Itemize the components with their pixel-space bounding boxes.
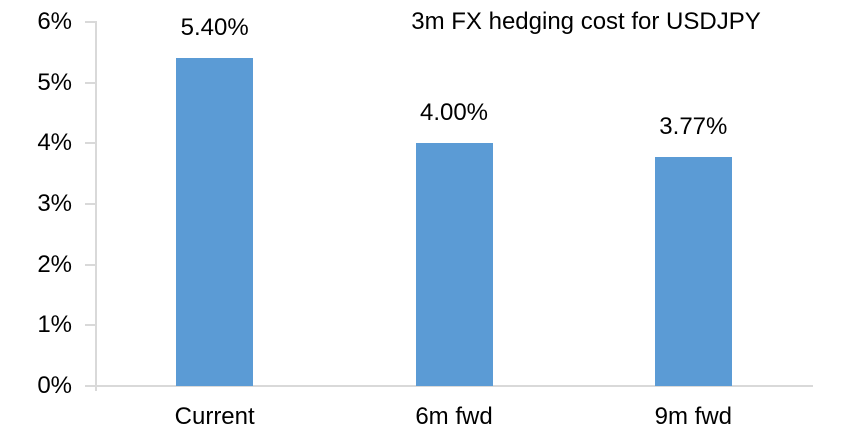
y-axis-tick-label: 1%	[37, 311, 72, 339]
y-axis-tick-label: 2%	[37, 250, 72, 278]
bar-value-label: 4.00%	[419, 99, 489, 127]
bar-current	[176, 58, 254, 386]
y-axis-tick	[85, 142, 95, 145]
x-axis-line	[85, 385, 813, 387]
chart-title: 3m FX hedging cost for USDJPY	[411, 8, 761, 35]
bar-9m-fwd	[654, 157, 732, 386]
y-axis-line	[95, 21, 97, 391]
y-axis-tick-label: 5%	[37, 68, 72, 96]
bar-value-label: 3.77%	[659, 113, 728, 141]
bar-6m-fwd	[415, 143, 493, 386]
x-axis-category-label: 6m fwd	[415, 403, 493, 430]
bar-value-label: 5.40%	[180, 14, 249, 42]
y-axis-tick	[85, 203, 95, 205]
y-axis-tick-label: 0%	[37, 372, 72, 399]
y-axis-tick	[85, 324, 95, 327]
x-axis-category-label: 9m fwd	[654, 403, 733, 430]
y-axis-tick	[85, 263, 95, 266]
y-axis-tick	[85, 21, 95, 23]
y-axis-tick	[85, 81, 95, 84]
x-axis-category-label: Current	[174, 403, 255, 430]
y-axis-tick-label: 3%	[37, 190, 72, 217]
y-axis-tick-label: 4%	[37, 129, 72, 157]
y-axis-tick-label: 6%	[37, 8, 72, 35]
